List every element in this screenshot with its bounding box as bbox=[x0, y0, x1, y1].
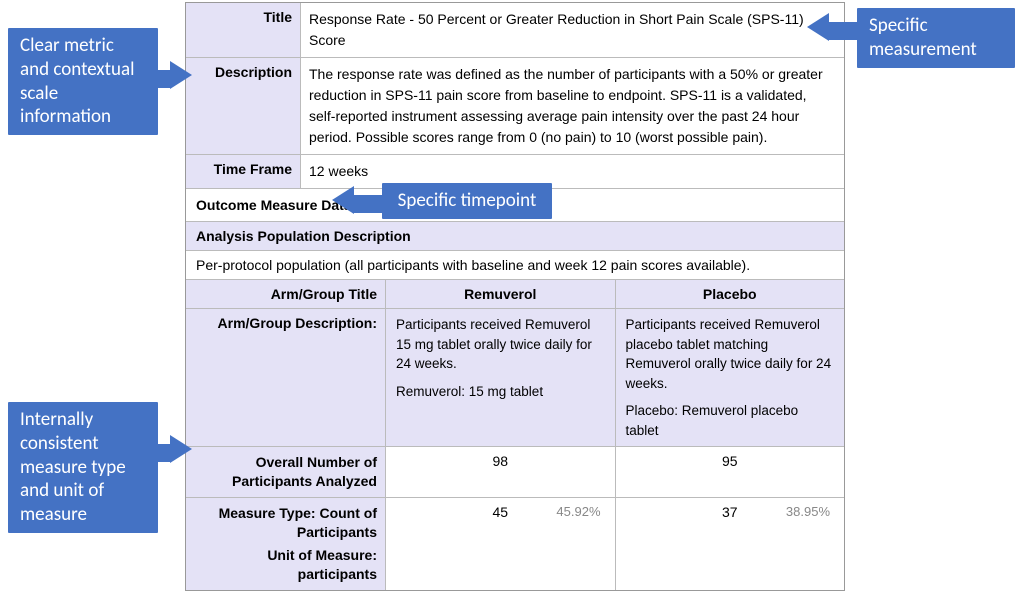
arrow-left-head-icon bbox=[332, 186, 354, 214]
analysis-population-value: Per-protocol population (all participant… bbox=[186, 251, 844, 280]
title-row: Title Response Rate - 50 Percent or Grea… bbox=[186, 3, 844, 58]
description-row: Description The response rate was define… bbox=[186, 58, 844, 155]
arm-title-1: Placebo bbox=[616, 280, 845, 308]
count-1-pct: 38.95% bbox=[786, 504, 830, 519]
count-label: Measure Type: Count of Participants Unit… bbox=[186, 498, 386, 590]
arm-desc-1: Participants received Remuverol placebo … bbox=[616, 309, 845, 446]
title-label: Title bbox=[186, 3, 301, 57]
arm-desc-0: Participants received Remuverol 15 mg ta… bbox=[386, 309, 616, 446]
arm-desc-1-sub: Placebo: Remuverol placebo tablet bbox=[626, 401, 835, 440]
description-value: The response rate was defined as the num… bbox=[301, 58, 844, 154]
unit-label: Unit of Measure: participants bbox=[194, 546, 377, 584]
arm-desc-0-main: Participants received Remuverol 15 mg ta… bbox=[396, 315, 605, 374]
arm-title-0: Remuverol bbox=[386, 280, 616, 308]
callout-specific-timepoint: Specific timepoint bbox=[382, 183, 552, 219]
arm-desc-0-sub: Remuverol: 15 mg tablet bbox=[396, 382, 605, 402]
count-0-val: 45 bbox=[492, 504, 508, 520]
arrow-right-icon bbox=[158, 444, 170, 462]
count-0: 45 45.92% bbox=[386, 498, 616, 590]
overall-n-0: 98 bbox=[386, 447, 616, 497]
arm-desc-1-main: Participants received Remuverol placebo … bbox=[626, 315, 835, 393]
count-0-pct: 45.92% bbox=[556, 504, 600, 519]
callout-specific-measurement: Specific measurement bbox=[857, 8, 1015, 68]
title-value: Response Rate - 50 Percent or Greater Re… bbox=[301, 3, 844, 57]
count-1-val: 37 bbox=[722, 504, 738, 520]
overall-n-1: 95 bbox=[616, 447, 845, 497]
analysis-population-header: Analysis Population Description bbox=[186, 222, 844, 251]
arm-title-label: Arm/Group Title bbox=[186, 280, 386, 308]
arrow-right-icon bbox=[158, 70, 170, 88]
arm-desc-label: Arm/Group Description: bbox=[186, 309, 386, 446]
count-1: 37 38.95% bbox=[616, 498, 845, 590]
description-label: Description bbox=[186, 58, 301, 154]
overall-n-row: Overall Number of Participants Analyzed … bbox=[186, 447, 844, 498]
callout-consistent-measure: Internally consistent measure type and u… bbox=[8, 402, 158, 533]
arrow-right-head-icon bbox=[170, 61, 192, 89]
arrow-left-head-icon bbox=[807, 13, 829, 41]
timeframe-label: Time Frame bbox=[186, 155, 301, 188]
callout-metric-context: Clear metric and contextual scale inform… bbox=[8, 28, 158, 135]
outcome-table: Title Response Rate - 50 Percent or Grea… bbox=[185, 2, 845, 591]
arm-title-row: Arm/Group Title Remuverol Placebo bbox=[186, 280, 844, 309]
arrow-right-head-icon bbox=[170, 435, 192, 463]
arrow-left-icon bbox=[829, 22, 857, 40]
arrow-left-icon bbox=[354, 195, 382, 213]
measure-type-label: Measure Type: Count of Participants bbox=[194, 504, 377, 542]
arm-desc-row: Arm/Group Description: Participants rece… bbox=[186, 309, 844, 447]
count-row: Measure Type: Count of Participants Unit… bbox=[186, 498, 844, 590]
overall-n-label: Overall Number of Participants Analyzed bbox=[186, 447, 386, 497]
